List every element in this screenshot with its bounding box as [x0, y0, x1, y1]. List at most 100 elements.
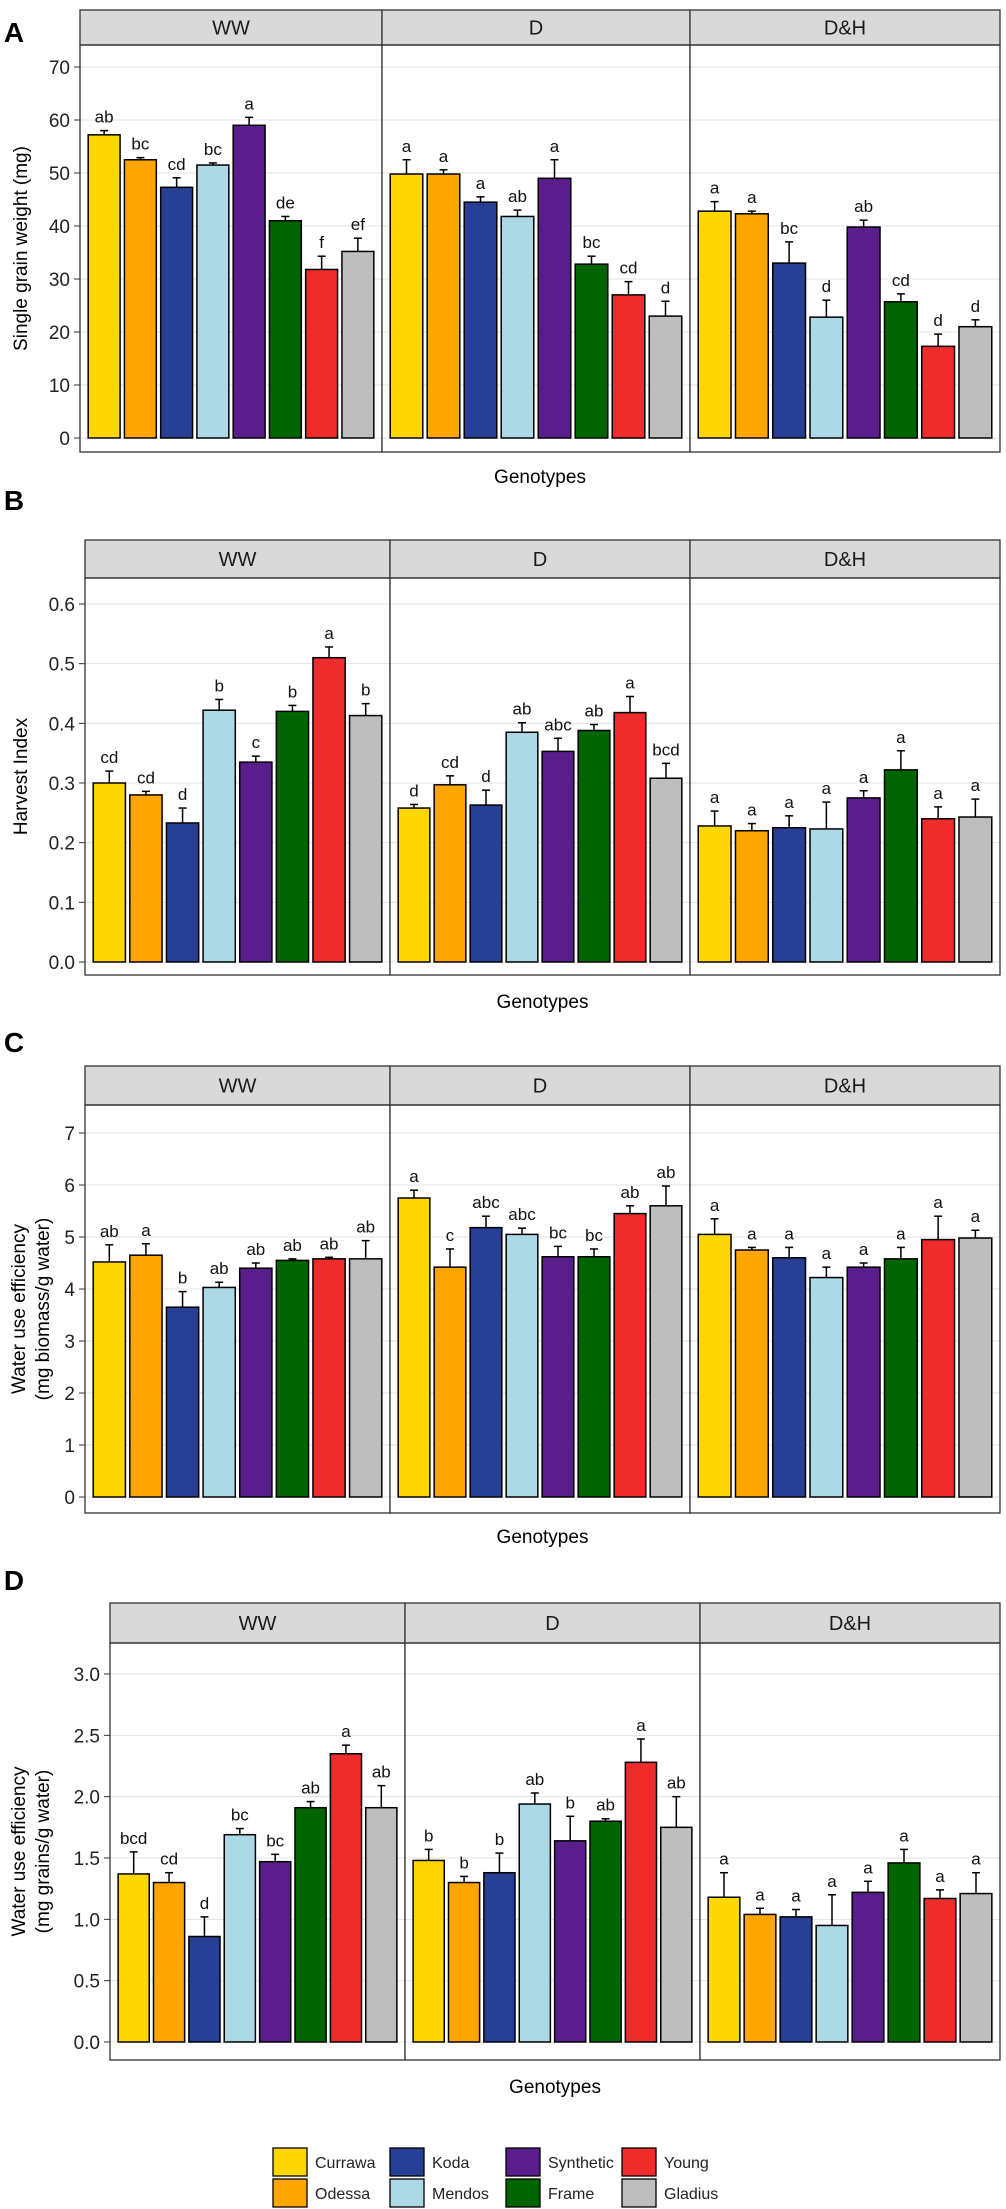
bar-young: [611, 294, 646, 439]
significance-label: a: [719, 1850, 729, 1869]
bar-synthetic: [238, 1267, 273, 1498]
significance-label: a: [971, 1850, 981, 1869]
y-tick-label: 10: [49, 376, 70, 397]
y-tick-label: 60: [49, 111, 70, 132]
y-tick-label: 40: [49, 217, 70, 238]
legend-label: Gladius: [664, 2186, 718, 2203]
bar-odessa: [129, 1254, 163, 1498]
significance-label: a: [402, 137, 412, 156]
facet-strip: [689, 1065, 1001, 1106]
bar-mendos: [202, 709, 237, 963]
bar-gladius: [648, 315, 683, 439]
y-axis-title-line: (mg grains/g water): [33, 1770, 54, 1934]
significance-label: cd: [160, 1850, 178, 1869]
y-axis-title: Water use efficiency (mg grains/g water): [9, 1766, 54, 1937]
bar-synthetic: [846, 1266, 881, 1498]
bar-gladius: [959, 1892, 993, 2043]
legend-swatch: [621, 2178, 657, 2208]
bar-gladius: [341, 250, 375, 439]
significance-label: b: [565, 1793, 574, 1812]
bar-frame: [294, 1806, 327, 2043]
y-tick-label: 1.0: [74, 1910, 100, 1931]
facet-strip-label: WW: [212, 18, 250, 40]
significance-label: ab: [657, 1163, 676, 1182]
bar-young: [304, 268, 339, 439]
bar-frame: [887, 1862, 921, 2043]
facet-strip: [84, 539, 391, 579]
significance-label: a: [791, 1887, 801, 1906]
significance-label: a: [747, 801, 757, 820]
significance-label: bc: [131, 135, 149, 154]
y-tick-label: 0.1: [49, 893, 75, 914]
bar-mendos: [223, 1833, 257, 2043]
significance-label: a: [896, 728, 906, 747]
bar-mendos: [196, 164, 230, 439]
bar-gladius: [348, 714, 383, 963]
facet-d: Db b b ab b ab a ab: [404, 1602, 701, 2061]
bar-synthetic: [232, 124, 266, 439]
y-axis-title: Harvest Index: [11, 717, 32, 835]
bar-koda: [469, 804, 503, 963]
bar-currawa: [117, 1873, 151, 2043]
significance-label: a: [899, 1826, 909, 1845]
bar-currawa: [92, 782, 127, 963]
legend-item-koda: Koda: [389, 2147, 469, 2177]
bar-currawa: [697, 1233, 732, 1498]
y-tick-label: 0.0: [49, 953, 75, 974]
significance-label: cd: [441, 753, 459, 772]
bar-koda: [159, 186, 194, 439]
y-tick-label: 1: [64, 1436, 75, 1457]
bar-young: [920, 1238, 956, 1498]
y-tick-label: 3: [64, 1332, 75, 1353]
x-axis-title: Genotypes: [497, 1527, 589, 1548]
significance-label: bc: [266, 1831, 284, 1850]
bar-odessa: [743, 1913, 777, 2043]
legend-swatch: [272, 2147, 308, 2177]
bar-young: [312, 656, 346, 963]
y-tick-label: 7: [64, 1124, 75, 1145]
significance-label: c: [252, 733, 261, 752]
panel-D: D 0.0 0.5 1.0 1.5 2.0 2.5 3.0 Water use efficien…: [4, 1565, 1001, 2098]
legend-item-synthetic: Synthetic: [505, 2147, 614, 2177]
bar-odessa: [734, 829, 770, 963]
significance-label: b: [361, 681, 370, 700]
bar-gladius: [958, 325, 993, 439]
significance-label: ab: [854, 197, 873, 216]
bar-mendos: [505, 1233, 539, 1498]
facet-strip: [689, 9, 1001, 46]
bar-odessa: [447, 1881, 481, 2043]
legend-label: Odessa: [315, 2186, 370, 2203]
bar-synthetic: [846, 226, 881, 439]
significance-label: a: [863, 1858, 873, 1877]
significance-label: ab: [320, 1234, 339, 1253]
panel-letter: B: [4, 485, 24, 516]
bar-mendos: [202, 1286, 237, 1498]
bar-frame: [574, 263, 609, 439]
legend-item-odessa: Odessa: [272, 2178, 370, 2208]
y-tick-label: 2.0: [74, 1788, 100, 1809]
bar-mendos: [815, 1924, 849, 2043]
significance-label: f: [319, 233, 324, 252]
significance-label: bc: [204, 140, 222, 159]
significance-label: bc: [231, 1806, 249, 1825]
significance-label: ab: [525, 1770, 544, 1789]
facet-strip: [84, 1065, 391, 1106]
bar-gladius: [659, 1826, 693, 2043]
x-axis-title: Genotypes: [509, 2077, 601, 2098]
significance-label: ab: [585, 702, 604, 721]
y-tick-label: 0.2: [49, 834, 75, 855]
bar-koda: [771, 1257, 807, 1498]
bar-odessa: [129, 794, 163, 963]
legend-swatch: [505, 2178, 541, 2208]
significance-label: cd: [100, 748, 118, 767]
significance-label: bcd: [652, 740, 679, 759]
significance-label: a: [755, 1885, 765, 1904]
y-tick-label: 5: [64, 1228, 75, 1249]
bar-mendos: [505, 731, 539, 963]
significance-label: bcd: [120, 1829, 147, 1848]
bar-odessa: [433, 1266, 467, 1498]
